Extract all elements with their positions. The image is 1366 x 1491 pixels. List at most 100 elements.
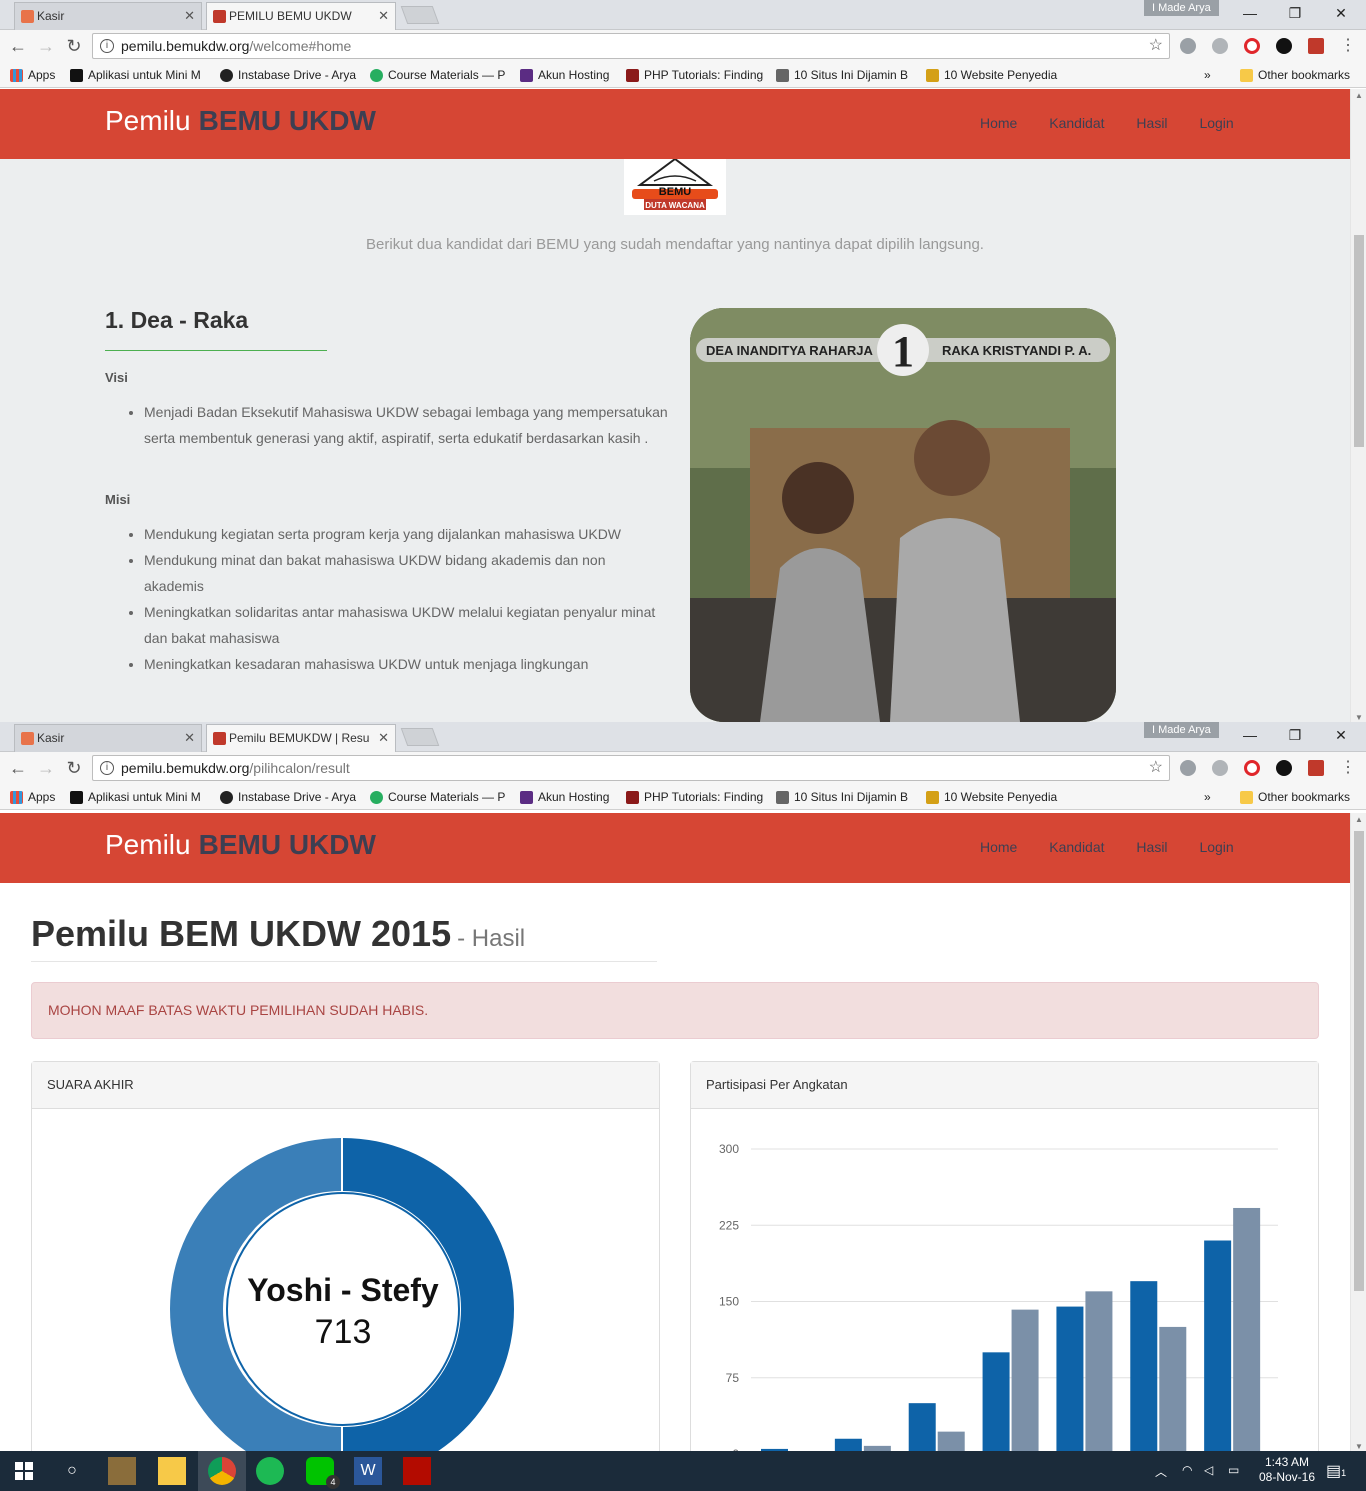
scroll-down-icon[interactable]: ▼	[1355, 713, 1363, 722]
close-window-icon[interactable]: ✕	[1335, 727, 1347, 743]
nav-hasil[interactable]: Hasil	[1136, 115, 1168, 131]
tab-kasir[interactable]: Kasir ✕	[14, 724, 202, 752]
bookmark-item[interactable]: Course Materials — P	[370, 62, 510, 88]
close-tab-icon[interactable]: ✕	[184, 730, 195, 745]
menu-icon[interactable]: ⋮	[1340, 37, 1356, 54]
bookmark-item[interactable]: Akun Hosting	[520, 62, 609, 88]
acrobat-app-icon[interactable]	[403, 1457, 431, 1485]
pemilu-favicon-icon	[213, 732, 226, 745]
bookmark-star-icon[interactable]: ☆	[1148, 37, 1163, 54]
globe-extension-icon[interactable]	[1212, 760, 1228, 776]
scroll-up-icon[interactable]: ▲	[1355, 91, 1363, 100]
nav-login[interactable]: Login	[1199, 115, 1234, 131]
info-icon[interactable]: i	[100, 39, 114, 53]
bookmark-item[interactable]: Instabase Drive - Arya	[220, 784, 360, 810]
tab-kasir[interactable]: Kasir ✕	[14, 2, 202, 30]
nav-login[interactable]: Login	[1199, 839, 1234, 855]
reload-icon[interactable]: ↻	[66, 36, 82, 56]
nav-home[interactable]: Home	[980, 115, 1018, 131]
tray-chevron-icon[interactable]: ︿	[1155, 1465, 1168, 1479]
mendeley-extension-icon[interactable]	[1308, 760, 1324, 776]
profile-badge[interactable]: I Made Arya	[1144, 0, 1219, 16]
file-explorer-icon[interactable]	[158, 1457, 186, 1485]
bookmark-item[interactable]: Aplikasi untuk Mini M	[70, 62, 210, 88]
address-bar[interactable]: i pemilu.bemukdw.org/welcome#home ☆	[92, 33, 1170, 59]
bookmark-item[interactable]: 10 Situs Ini Dijamin B	[776, 62, 916, 88]
profile-badge[interactable]: I Made Arya	[1144, 722, 1219, 738]
nav-kandidat[interactable]: Kandidat	[1049, 115, 1105, 131]
apps-bookmark[interactable]: Apps	[10, 62, 55, 88]
bookmark-item[interactable]: PHP Tutorials: Finding	[626, 784, 766, 810]
bookmark-item[interactable]: 10 Website Penyedia	[926, 784, 1066, 810]
scroll-down-icon[interactable]: ▼	[1355, 1442, 1363, 1451]
restore-icon[interactable]: ❐	[1288, 727, 1302, 743]
spotify-app-icon[interactable]	[256, 1457, 284, 1485]
scroll-thumb[interactable]	[1354, 831, 1364, 1291]
bookmark-item[interactable]: Akun Hosting	[520, 784, 609, 810]
clock[interactable]: 1:43 AM 08-Nov-16	[1252, 1455, 1322, 1485]
menu-icon[interactable]: ⋮	[1340, 759, 1356, 776]
windows-start-icon[interactable]	[10, 1457, 38, 1485]
minimize-icon[interactable]: —	[1243, 727, 1257, 743]
mendeley-extension-icon[interactable]	[1308, 38, 1324, 54]
new-tab-button[interactable]	[400, 6, 440, 24]
close-window-icon[interactable]: ✕	[1335, 5, 1347, 21]
cortana-icon[interactable]: ○	[67, 1462, 77, 1479]
bookmark-item[interactable]: Instabase Drive - Arya	[220, 62, 360, 88]
page-scrollbar[interactable]: ▲ ▼	[1350, 89, 1366, 722]
bookmark-item[interactable]: Course Materials — P	[370, 784, 510, 810]
battery-icon[interactable]: ▭	[1228, 1463, 1240, 1477]
back-icon[interactable]: ←	[9, 758, 27, 778]
wifi-icon[interactable]: ◠	[1182, 1463, 1193, 1477]
reload-icon[interactable]: ↻	[66, 758, 82, 778]
info-icon[interactable]: i	[100, 761, 114, 775]
page-scrollbar[interactable]: ▲ ▼	[1350, 813, 1366, 1451]
bookmark-item[interactable]: 10 Website Penyedia	[926, 62, 1066, 88]
bar-mark	[1233, 1207, 1261, 1451]
bookmark-star-icon[interactable]: ☆	[1148, 759, 1163, 776]
close-tab-icon[interactable]: ✕	[184, 8, 195, 23]
bookmarks-overflow-button[interactable]: »	[1204, 790, 1211, 804]
bookmark-item[interactable]: Aplikasi untuk Mini M	[70, 784, 210, 810]
extension-icon[interactable]	[1180, 760, 1196, 776]
scroll-up-icon[interactable]: ▲	[1355, 815, 1363, 824]
back-icon[interactable]: ←	[9, 36, 27, 56]
bookmark-item[interactable]: 10 Situs Ini Dijamin B	[776, 784, 916, 810]
new-tab-button[interactable]	[400, 728, 440, 746]
notification-center-icon[interactable]: ▤1	[1326, 1463, 1347, 1480]
bookmarks-overflow-button[interactable]: »	[1204, 68, 1211, 82]
extension-icon[interactable]	[1180, 38, 1196, 54]
scroll-thumb[interactable]	[1354, 235, 1364, 447]
opera-extension-icon[interactable]	[1244, 38, 1260, 54]
word-app-icon[interactable]: W	[354, 1457, 382, 1485]
close-tab-icon[interactable]: ✕	[378, 8, 389, 23]
site-brand[interactable]: Pemilu BEMU UKDW	[105, 829, 376, 860]
sublime-app-icon[interactable]	[108, 1457, 136, 1485]
nav-hasil[interactable]: Hasil	[1136, 839, 1168, 855]
color-extension-icon[interactable]	[1276, 760, 1292, 776]
site-brand[interactable]: Pemilu BEMU UKDW	[105, 105, 376, 136]
participation-panel: Partisipasi Per Angkatan 300 225 150 75 0	[690, 1061, 1319, 1451]
other-bookmarks-folder[interactable]: Other bookmarks	[1240, 62, 1350, 88]
opera-extension-icon[interactable]	[1244, 760, 1260, 776]
chrome-app-icon[interactable]	[208, 1457, 236, 1485]
bar-mark	[1204, 1240, 1232, 1451]
forward-icon[interactable]: →	[37, 758, 55, 778]
volume-icon[interactable]: ◁	[1204, 1463, 1214, 1477]
apps-bookmark[interactable]: Apps	[10, 784, 55, 810]
nav-home[interactable]: Home	[980, 839, 1018, 855]
address-bar[interactable]: i pemilu.bemukdw.org/pilihcalon/result ☆	[92, 755, 1170, 781]
result-page: Pemilu BEM UKDW 2015- Hasil MOHON MAAF B…	[0, 883, 1350, 1451]
minimize-icon[interactable]: —	[1243, 5, 1257, 21]
bookmark-item[interactable]: PHP Tutorials: Finding	[626, 62, 766, 88]
other-bookmarks-folder[interactable]: Other bookmarks	[1240, 784, 1350, 810]
color-extension-icon[interactable]	[1276, 38, 1292, 54]
line-app-icon[interactable]: 4	[306, 1457, 340, 1489]
forward-icon[interactable]: →	[37, 36, 55, 56]
globe-extension-icon[interactable]	[1212, 38, 1228, 54]
tab-pemilu[interactable]: PEMILU BEMU UKDW ✕	[206, 2, 396, 30]
close-tab-icon[interactable]: ✕	[378, 730, 389, 745]
tab-result[interactable]: Pemilu BEMUKDW | Resu ✕	[206, 724, 396, 752]
restore-icon[interactable]: ❐	[1288, 5, 1302, 21]
nav-kandidat[interactable]: Kandidat	[1049, 839, 1105, 855]
